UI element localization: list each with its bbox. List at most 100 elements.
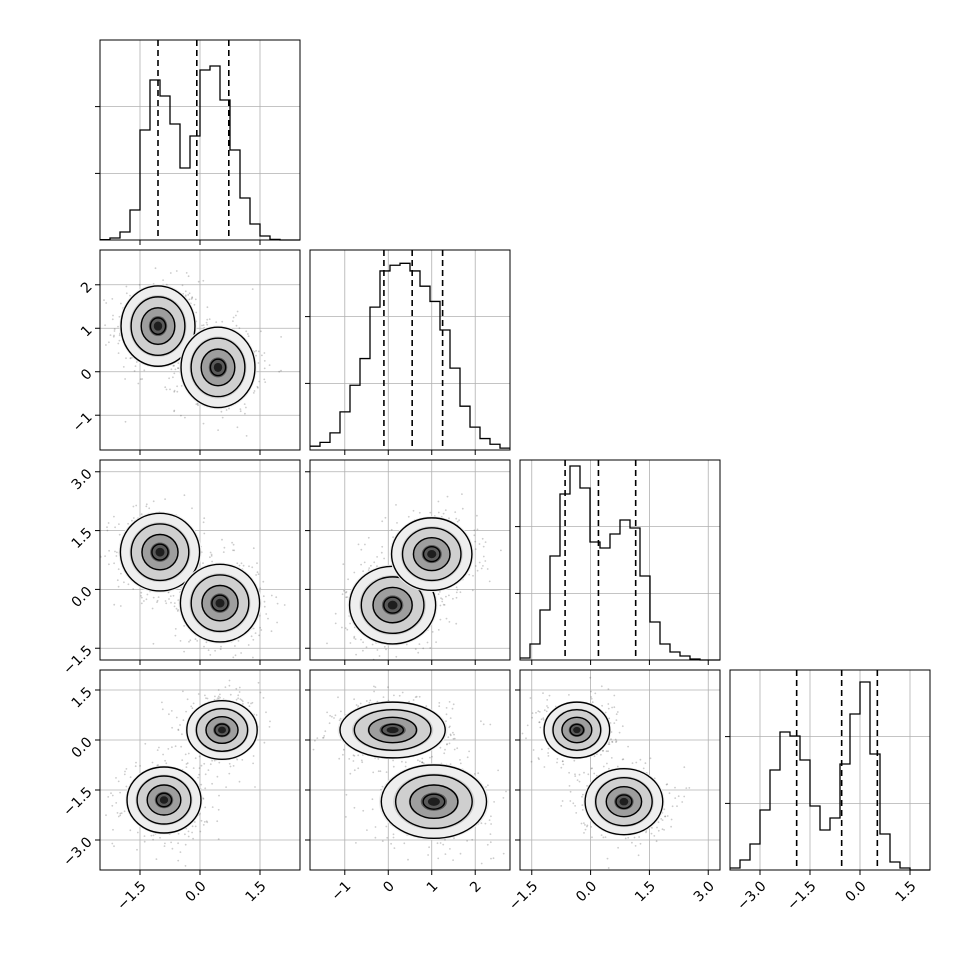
sample-point	[490, 857, 492, 860]
sample-point	[255, 574, 257, 576]
sample-point	[117, 780, 120, 783]
sample-point	[124, 420, 127, 423]
sample-point	[439, 604, 442, 607]
sample-point	[119, 814, 122, 817]
sample-point	[140, 513, 143, 516]
sample-point	[170, 710, 173, 712]
sample-point	[357, 767, 360, 770]
sample-point	[168, 713, 170, 716]
sample-point	[123, 810, 126, 813]
sample-point	[396, 522, 398, 524]
sample-point	[445, 617, 448, 620]
sample-point	[238, 686, 241, 689]
sample-point	[492, 857, 495, 860]
sample-point	[124, 770, 126, 773]
sample-point	[346, 596, 349, 598]
sample-point	[538, 758, 540, 761]
sample-point	[390, 528, 393, 531]
sample-point	[200, 783, 203, 786]
sample-point	[221, 538, 223, 541]
sample-point	[422, 647, 425, 650]
sample-point	[113, 328, 116, 330]
sample-point	[444, 509, 447, 511]
sample-point	[252, 547, 255, 550]
sample-point	[482, 565, 484, 567]
sample-point	[211, 560, 214, 563]
sample-point	[203, 762, 206, 765]
sample-point	[459, 591, 462, 594]
sample-point	[135, 361, 138, 363]
sample-point	[423, 663, 425, 665]
sample-point	[438, 702, 441, 704]
sample-point	[135, 504, 138, 507]
sample-point	[117, 568, 120, 571]
sample-point	[238, 780, 241, 783]
sample-point	[269, 720, 271, 723]
sample-point	[216, 775, 219, 778]
sample-point	[111, 298, 114, 300]
sample-point	[253, 390, 256, 392]
sample-point	[412, 699, 415, 701]
contour-line	[390, 517, 473, 592]
sample-point	[607, 743, 610, 745]
sample-point	[355, 842, 357, 844]
sample-point	[214, 649, 217, 652]
sample-point	[474, 540, 477, 543]
sample-point	[132, 517, 135, 519]
sample-point	[357, 705, 360, 707]
sample-point	[123, 581, 125, 584]
sample-point	[538, 721, 541, 724]
sample-point	[314, 739, 316, 742]
sample-point	[360, 563, 362, 566]
sample-point	[421, 761, 423, 764]
sample-point	[193, 821, 196, 823]
sample-point	[182, 690, 184, 693]
sample-point	[256, 385, 259, 388]
sample-point	[187, 294, 190, 296]
sample-point	[487, 784, 489, 787]
sample-point	[206, 318, 209, 321]
sample-point	[220, 410, 223, 413]
sample-point	[263, 741, 266, 744]
sample-point	[113, 334, 115, 337]
contour-panel-1-3	[305, 669, 511, 875]
sample-point	[134, 765, 137, 768]
sample-point	[405, 643, 408, 646]
sample-point	[242, 703, 244, 705]
sample-point	[473, 529, 476, 532]
sample-point	[260, 629, 263, 631]
sample-point	[594, 692, 597, 695]
sample-point	[144, 742, 147, 745]
sample-point	[266, 666, 268, 668]
sample-point	[119, 791, 121, 794]
sample-point	[251, 288, 254, 290]
contour-line	[136, 775, 192, 825]
sample-point	[187, 752, 190, 755]
sample-point	[143, 369, 146, 372]
sample-point	[421, 761, 424, 764]
contour-line	[209, 358, 227, 377]
sample-point	[562, 763, 565, 766]
sample-point	[267, 617, 269, 620]
sample-point	[361, 761, 364, 764]
sample-point	[488, 580, 491, 583]
sample-point	[283, 604, 286, 606]
sample-point	[140, 591, 143, 594]
sample-point	[139, 765, 142, 767]
contour-line	[195, 707, 249, 753]
contour-line	[120, 285, 196, 367]
sample-point	[442, 843, 445, 846]
sample-point	[268, 726, 271, 728]
sample-point	[252, 762, 255, 765]
sample-point	[248, 565, 250, 568]
sample-point	[164, 498, 167, 500]
sample-point	[193, 303, 196, 306]
sample-point	[252, 755, 255, 757]
sample-point	[437, 593, 440, 596]
sample-point	[171, 746, 173, 749]
sample-point	[152, 500, 155, 503]
sample-point	[152, 834, 155, 837]
sample-point	[489, 723, 492, 726]
sample-point	[194, 638, 197, 640]
sample-point	[264, 381, 267, 383]
